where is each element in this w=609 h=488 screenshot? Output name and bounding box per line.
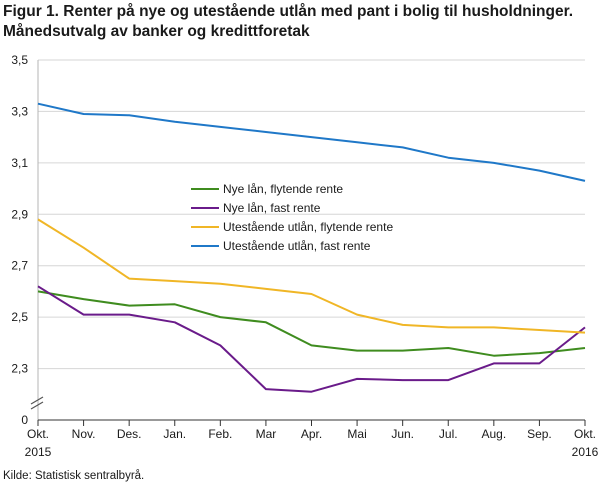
- x-tick-label: Jul.: [439, 427, 458, 441]
- legend-label: Utestående utlån, flytende rente: [223, 220, 393, 234]
- legend-label: Nye lån, flytende rente: [223, 182, 343, 196]
- x-tick-label: Jan.: [163, 427, 186, 441]
- x-tick-label: Sep.: [527, 427, 552, 441]
- x-tick-label: Des.: [117, 427, 142, 441]
- x-tick-label: Mai: [347, 427, 366, 441]
- chart-title: Figur 1. Renter på nye og utestående utl…: [3, 2, 607, 42]
- x-tick-label: Nov.: [72, 427, 96, 441]
- x-year-label: 2015: [25, 445, 52, 459]
- y-tick-label: 2,9: [11, 207, 28, 221]
- series-line-1: [37, 290, 586, 357]
- series-line-3: [37, 218, 586, 334]
- axis-break-mark: [30, 401, 44, 410]
- x-tick-label: Mar: [256, 427, 277, 441]
- legend-label: Utestående utlån, fast rente: [223, 239, 371, 253]
- x-tick-label: Okt.: [27, 427, 49, 441]
- x-tick-label: Apr.: [301, 427, 322, 441]
- y-tick-label: 2,7: [11, 259, 28, 273]
- legend-label: Nye lån, fast rente: [223, 201, 321, 215]
- chart-title-line-1: Figur 1. Renter på nye og utestående utl…: [3, 3, 574, 20]
- y-tick-label: 3,1: [11, 156, 28, 170]
- y-tick-label: 3,3: [11, 104, 28, 118]
- series-line-4: [37, 102, 586, 182]
- x-tick-label: Jun.: [391, 427, 414, 441]
- y-tick-label: 2,3: [11, 362, 28, 376]
- x-year-label: 2016: [572, 445, 599, 459]
- x-tick-label: Aug.: [481, 427, 506, 441]
- x-tick-label: Feb.: [208, 427, 232, 441]
- y-tick-label: 0: [21, 413, 28, 427]
- source-note: Kilde: Statistisk sentralbyrå.: [3, 470, 145, 482]
- y-tick-label: 2,5: [11, 310, 28, 324]
- series-line-2: [37, 285, 586, 393]
- y-tick-label: 3,5: [11, 53, 28, 67]
- x-tick-label: Okt.: [574, 427, 596, 441]
- chart-title-line-2: Månedsutvalg av banker og kredittforetak: [3, 23, 310, 40]
- axis-break-mark: [30, 396, 44, 405]
